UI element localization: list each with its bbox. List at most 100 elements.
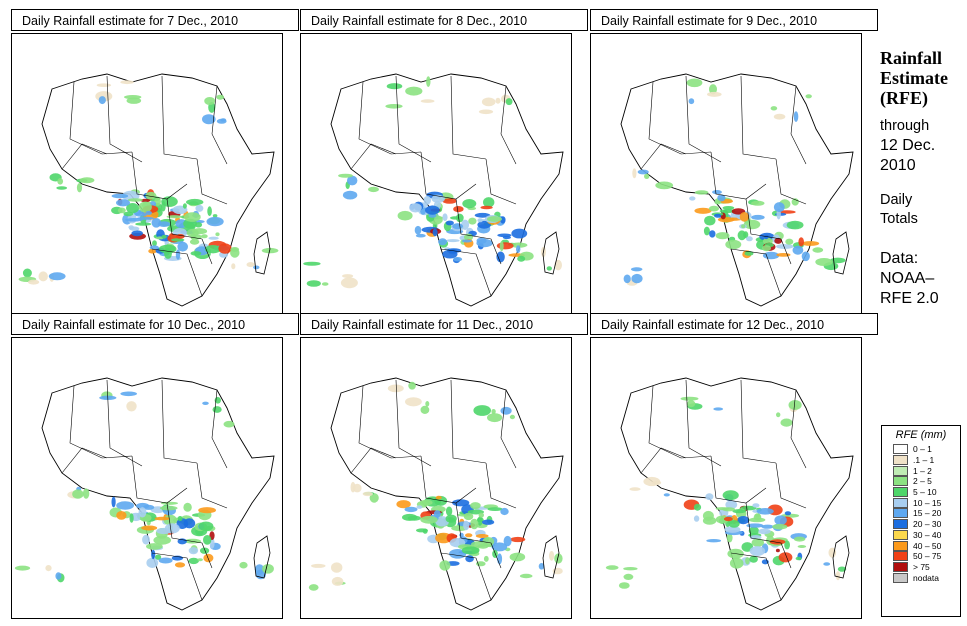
legend-label: > 75 [913, 561, 930, 572]
country-border [485, 158, 517, 205]
title-line: (RFE) [880, 88, 928, 108]
legend-label: 30 – 40 [913, 529, 942, 540]
rainfall-cell [823, 562, 831, 566]
rainfall-cell [120, 391, 137, 397]
legend-swatch [893, 487, 908, 498]
rainfall-cell [709, 84, 717, 95]
rainfall-cell [478, 512, 484, 518]
legend-swatch [893, 476, 908, 487]
rainfall-cell [175, 249, 181, 260]
rainfall-cell [362, 491, 373, 497]
rainfall-cell [342, 190, 358, 200]
rainfall-cell [126, 203, 140, 214]
rainfall-cell [693, 515, 700, 522]
country-border [685, 379, 722, 467]
rainfall-cell [516, 245, 521, 254]
panel-title: Daily Rainfall estimate for 10 Dec., 201… [11, 313, 299, 335]
rainfall-cell [420, 515, 438, 524]
country-border [61, 447, 108, 474]
rainfall-cell [331, 562, 343, 573]
rainfall-cell [786, 220, 804, 230]
rainfall-cell [815, 258, 833, 266]
rainfall-cell [203, 553, 214, 563]
rainfall-cell [435, 495, 442, 500]
rainfall-cell [340, 277, 358, 289]
rainfall-cell [751, 538, 764, 547]
rainfall-cell [433, 510, 441, 518]
rainfall-cell [153, 535, 171, 545]
rainfall-cell [509, 414, 515, 420]
rainfall-cell [425, 401, 430, 407]
rainfall-cell [702, 510, 714, 521]
rainfall-cell [311, 563, 326, 568]
rainfall-cell [138, 201, 152, 213]
rainfall-cell [183, 502, 192, 512]
rainfall-cell [511, 228, 528, 239]
rainfall-cell [202, 114, 216, 125]
rainfall-cell [835, 571, 841, 581]
rainfall-cell [215, 232, 220, 237]
rainfall-cell [205, 245, 221, 254]
rainfall-cell [717, 217, 735, 223]
madagascar-outline [832, 231, 850, 275]
legend-item: 30 – 40 [893, 529, 960, 541]
rainfall-cell [722, 206, 735, 210]
rainfall-cell [741, 224, 746, 229]
country-border [395, 379, 432, 467]
rainfall-cell [725, 239, 742, 250]
panel-title: Daily Rainfall estimate for 8 Dec., 2010 [300, 9, 588, 31]
country-border [745, 198, 792, 265]
rainfall-cell [751, 200, 765, 206]
rainfall-cell [770, 106, 778, 111]
rainfall-cell [751, 214, 765, 220]
rainfall-cell [409, 203, 422, 213]
rainfall-cell [166, 215, 183, 219]
country-border [450, 379, 487, 464]
rainfall-cell [714, 213, 722, 218]
rainfall-cell [131, 230, 143, 237]
country-border [730, 552, 782, 601]
rainfall-cell [151, 549, 156, 560]
rainfall-cell [45, 565, 52, 572]
rainfall-cell [644, 173, 650, 179]
legend-swatch [893, 529, 908, 540]
rainfall-cell [129, 513, 134, 523]
country-border [440, 248, 492, 297]
rainfall-cell [740, 505, 757, 511]
country-border [710, 151, 767, 200]
rainfall-map [300, 337, 572, 619]
rainfall-cell [477, 218, 483, 223]
rainfall-cell [120, 80, 134, 85]
totals-label: Daily Totals [880, 191, 964, 229]
rainfall-cell [183, 518, 196, 529]
rainfall-cell [186, 229, 199, 237]
rainfall-cell [749, 546, 766, 556]
country-border [450, 75, 487, 160]
country-border [395, 75, 432, 163]
africa-outline [41, 73, 275, 307]
rainfall-cell [491, 542, 508, 552]
legend-item: 50 – 75 [893, 551, 960, 562]
rainfall-cell [554, 553, 563, 564]
rainfall-cell [476, 517, 484, 523]
rainfall-cell [749, 555, 758, 563]
rainfall-cell [445, 514, 457, 523]
rainfall-cell [470, 502, 481, 510]
title-line: Estimate [880, 68, 948, 88]
rainfall-cell [138, 507, 147, 518]
rainfall-cell [655, 181, 674, 190]
legend-label: 1 – 2 [913, 465, 932, 476]
map-panel-dec-12: Daily Rainfall estimate for 12 Dec., 201… [590, 313, 880, 620]
rainfall-cell [155, 554, 162, 560]
rainfall-cell [793, 536, 806, 542]
country-border [648, 385, 712, 459]
rainfall-cell [239, 561, 248, 569]
totals-line: Totals [880, 211, 918, 227]
rainfall-cell [746, 236, 753, 242]
rainfall-cell [368, 186, 379, 193]
rainfall-cell [223, 420, 235, 428]
country-border [350, 447, 397, 474]
rainfall-cell [126, 401, 137, 412]
map-panel-dec-10: Daily Rainfall estimate for 10 Dec., 201… [11, 313, 301, 620]
africa-outline [330, 377, 564, 611]
